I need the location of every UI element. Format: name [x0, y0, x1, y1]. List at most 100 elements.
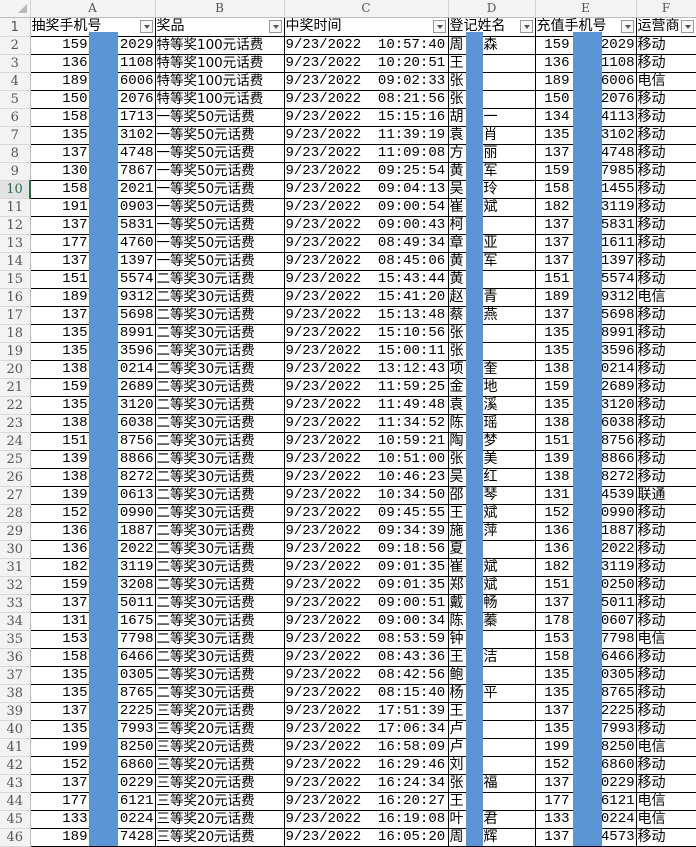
cell-name[interactable]: 杨平: [447, 684, 536, 703]
cell-win-time[interactable]: 9/23/2022 11:49:48: [283, 396, 449, 415]
cell-prize[interactable]: 二等奖30元话费: [154, 648, 285, 667]
cell-win-time[interactable]: 9/23/2022 09:45:55: [283, 504, 449, 523]
cell-win-time[interactable]: 9/23/2022 10:46:23: [283, 468, 449, 487]
cell-prize[interactable]: 二等奖30元话费: [154, 666, 285, 685]
header-cell-draw-phone[interactable]: 抽奖手机号: [29, 17, 156, 37]
cell-prize[interactable]: 三等奖20元话费: [154, 810, 285, 829]
cell-carrier[interactable]: 移动: [635, 414, 696, 433]
cell-win-time[interactable]: 9/23/2022 09:34:39: [283, 522, 449, 541]
cell-name[interactable]: 刘: [447, 756, 536, 775]
cell-win-time[interactable]: 9/23/2022 11:59:25: [283, 378, 449, 397]
cell-carrier[interactable]: 移动: [635, 180, 696, 199]
cell-carrier[interactable]: 移动: [635, 198, 696, 217]
cell-win-time[interactable]: 9/23/2022 09:00:43: [283, 216, 449, 235]
row-header[interactable]: 26: [0, 468, 31, 487]
cell-prize[interactable]: 二等奖30元话费: [154, 522, 285, 541]
cell-carrier[interactable]: 移动: [635, 594, 696, 613]
cell-carrier[interactable]: 移动: [635, 468, 696, 487]
cell-carrier[interactable]: 移动: [635, 306, 696, 325]
row-header[interactable]: 42: [0, 756, 31, 775]
cell-prize[interactable]: 一等奖50元话费: [154, 216, 285, 235]
cell-prize[interactable]: 特等奖100元话费: [154, 54, 285, 73]
cell-carrier[interactable]: 移动: [635, 756, 696, 775]
header-cell-prize[interactable]: 奖品: [154, 17, 285, 37]
cell-name[interactable]: 项奎: [447, 360, 536, 379]
row-header[interactable]: 4: [0, 72, 31, 91]
cell-win-time[interactable]: 9/23/2022 15:15:16: [283, 108, 449, 127]
cell-carrier[interactable]: 移动: [635, 432, 696, 451]
row-header[interactable]: 3: [0, 54, 31, 73]
row-header[interactable]: 39: [0, 702, 31, 721]
cell-win-time[interactable]: 9/23/2022 13:12:43: [283, 360, 449, 379]
cell-prize[interactable]: 特等奖100元话费: [154, 36, 285, 55]
cell-win-time[interactable]: 9/23/2022 10:59:21: [283, 432, 449, 451]
cell-prize[interactable]: 二等奖30元话费: [154, 450, 285, 469]
cell-carrier[interactable]: 移动: [635, 108, 696, 127]
cell-carrier[interactable]: 电信: [635, 288, 696, 307]
cell-name[interactable]: 周森: [447, 36, 536, 55]
cell-prize[interactable]: 二等奖30元话费: [154, 360, 285, 379]
cell-prize[interactable]: 二等奖30元话费: [154, 594, 285, 613]
cell-win-time[interactable]: 9/23/2022 15:10:56: [283, 324, 449, 343]
row-header[interactable]: 25: [0, 450, 31, 469]
column-header-a[interactable]: A: [30, 0, 156, 18]
cell-prize[interactable]: 三等奖20元话费: [154, 702, 285, 721]
cell-name[interactable]: 郑斌: [447, 576, 536, 595]
row-header[interactable]: 5: [0, 90, 31, 109]
cell-carrier[interactable]: 移动: [635, 54, 696, 73]
cell-carrier[interactable]: 移动: [635, 774, 696, 793]
cell-win-time[interactable]: 9/23/2022 09:00:51: [283, 594, 449, 613]
cell-prize[interactable]: 二等奖30元话费: [154, 342, 285, 361]
cell-name[interactable]: 陶梦: [447, 432, 536, 451]
cell-win-time[interactable]: 9/23/2022 08:43:36: [283, 648, 449, 667]
row-header[interactable]: 43: [0, 774, 31, 793]
cell-carrier[interactable]: 移动: [635, 522, 696, 541]
cell-carrier[interactable]: 电信: [635, 792, 696, 811]
cell-draw-phone[interactable]: 137 0229: [29, 774, 156, 793]
filter-dropdown-icon[interactable]: [680, 20, 694, 33]
cell-carrier[interactable]: 移动: [635, 360, 696, 379]
cell-name[interactable]: 夏: [447, 540, 536, 559]
cell-name[interactable]: 陈蓁: [447, 612, 536, 631]
row-header[interactable]: 46: [0, 828, 31, 847]
row-header[interactable]: 7: [0, 126, 31, 145]
cell-carrier[interactable]: 电信: [635, 810, 696, 829]
row-header[interactable]: 12: [0, 216, 31, 235]
cell-win-time[interactable]: 9/23/2022 17:06:34: [283, 720, 449, 739]
row-header[interactable]: 13: [0, 234, 31, 253]
row-header[interactable]: 44: [0, 792, 31, 811]
cell-carrier[interactable]: 移动: [635, 540, 696, 559]
cell-prize[interactable]: 一等奖50元话费: [154, 162, 285, 181]
row-header[interactable]: 21: [0, 378, 31, 397]
row-header[interactable]: 20: [0, 360, 31, 379]
cell-win-time[interactable]: 9/23/2022 09:00:34: [283, 612, 449, 631]
row-header[interactable]: 45: [0, 810, 31, 829]
cell-name[interactable]: 王斌: [447, 504, 536, 523]
cell-win-time[interactable]: 9/23/2022 15:41:20: [283, 288, 449, 307]
cell-name[interactable]: 张美: [447, 450, 536, 469]
cell-prize[interactable]: 一等奖50元话费: [154, 234, 285, 253]
filter-dropdown-icon[interactable]: [432, 20, 446, 33]
cell-prize[interactable]: 三等奖20元话费: [154, 828, 285, 847]
column-header-b[interactable]: B: [155, 0, 285, 18]
filter-dropdown-icon[interactable]: [268, 20, 282, 33]
row-header[interactable]: 11: [0, 198, 31, 217]
cell-carrier[interactable]: 移动: [635, 702, 696, 721]
cell-carrier[interactable]: 移动: [635, 144, 696, 163]
cell-draw-phone[interactable]: 138 8272: [29, 468, 156, 487]
cell-carrier[interactable]: 移动: [635, 504, 696, 523]
row-header[interactable]: 34: [0, 612, 31, 631]
cell-win-time[interactable]: 9/23/2022 09:01:35: [283, 558, 449, 577]
row-header[interactable]: 17: [0, 306, 31, 325]
cell-carrier[interactable]: 移动: [635, 684, 696, 703]
select-all-corner[interactable]: [0, 0, 31, 18]
header-cell-win-time[interactable]: 中奖时间: [283, 17, 449, 37]
cell-prize[interactable]: 三等奖20元话费: [154, 756, 285, 775]
row-header[interactable]: 10: [0, 180, 31, 199]
cell-carrier[interactable]: 电信: [635, 630, 696, 649]
cell-prize[interactable]: 二等奖30元话费: [154, 504, 285, 523]
cell-name[interactable]: 崔斌: [447, 198, 536, 217]
cell-name[interactable]: 黄军: [447, 252, 536, 271]
cell-win-time[interactable]: 9/23/2022 09:18:56: [283, 540, 449, 559]
cell-name[interactable]: 王: [447, 792, 536, 811]
